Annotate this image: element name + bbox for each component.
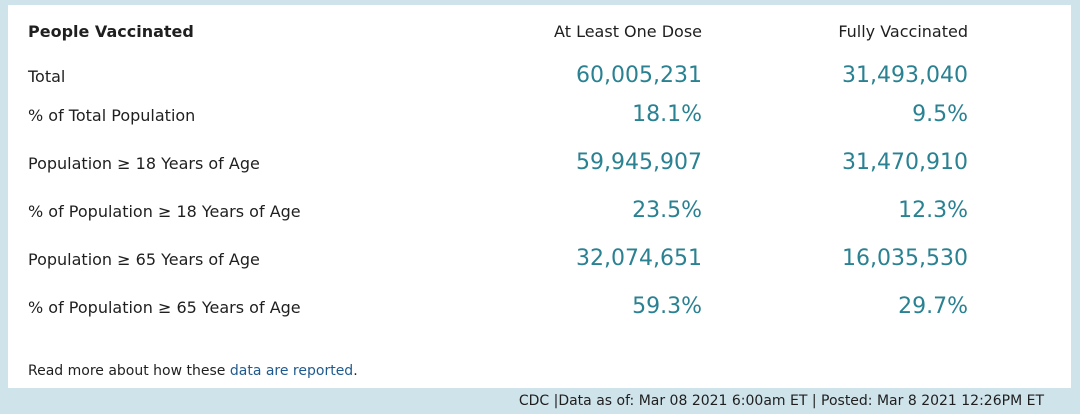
row-label: Total <box>28 67 66 86</box>
table-row-percent-population-65-plus: % of Population ≥ 65 Years of Age 59.3% … <box>8 288 1071 322</box>
row-label: Population ≥ 18 Years of Age <box>28 154 260 173</box>
table-title: People Vaccinated <box>28 22 194 41</box>
value-fully-vaccinated: 31,493,040 <box>842 63 968 88</box>
row-label: Population ≥ 65 Years of Age <box>28 250 260 269</box>
data-reporting-note: Read more about how these data are repor… <box>28 361 358 381</box>
note-suffix: . <box>353 363 358 379</box>
value-at-least-one-dose: 18.1% <box>632 102 702 127</box>
value-fully-vaccinated: 31,470,910 <box>842 150 968 175</box>
value-at-least-one-dose: 59,945,907 <box>576 150 702 175</box>
value-at-least-one-dose: 32,074,651 <box>576 246 702 271</box>
value-fully-vaccinated: 16,035,530 <box>842 246 968 271</box>
source-footer: CDC |Data as of: Mar 08 2021 6:00am ET |… <box>518 393 1044 409</box>
value-at-least-one-dose: 60,005,231 <box>576 63 702 88</box>
value-fully-vaccinated: 29.7% <box>898 294 968 319</box>
column-header-fully-vaccinated: Fully Vaccinated <box>838 22 968 41</box>
table-row-percent-population-18-plus: % of Population ≥ 18 Years of Age 23.5% … <box>8 192 1071 226</box>
value-at-least-one-dose: 59.3% <box>632 294 702 319</box>
table-row-population-18-plus: Population ≥ 18 Years of Age 59,945,907 … <box>8 144 1071 178</box>
row-label: % of Total Population <box>28 106 196 125</box>
value-fully-vaccinated: 9.5% <box>912 102 968 127</box>
table-row-percent-total-population: % of Total Population 18.1% 9.5% <box>8 96 1071 130</box>
vaccination-table-card: People Vaccinated At Least One Dose Full… <box>8 5 1071 388</box>
table-row-population-65-plus: Population ≥ 65 Years of Age 32,074,651 … <box>8 240 1071 274</box>
table-row-total: Total 60,005,231 31,493,040 <box>8 57 1071 91</box>
column-header-at-least-one-dose: At Least One Dose <box>554 22 702 41</box>
value-fully-vaccinated: 12.3% <box>898 198 968 223</box>
row-label: % of Population ≥ 65 Years of Age <box>28 298 301 317</box>
note-prefix: Read more about how these <box>28 363 230 379</box>
row-label: % of Population ≥ 18 Years of Age <box>28 202 301 221</box>
value-at-least-one-dose: 23.5% <box>632 198 702 223</box>
data-reported-link[interactable]: data are reported <box>229 363 354 379</box>
